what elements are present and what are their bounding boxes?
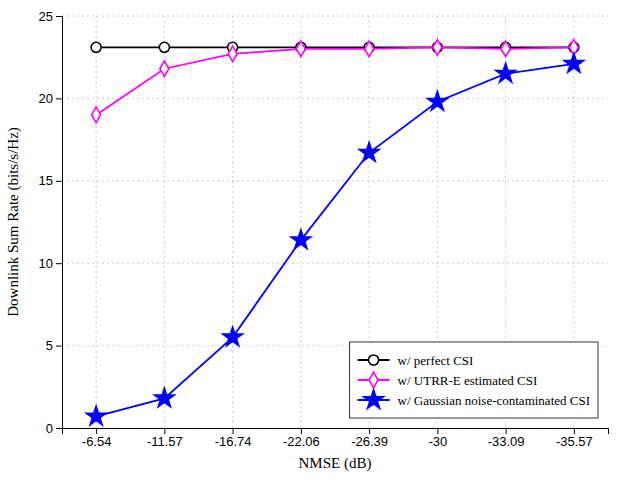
grid-line [300,16,301,428]
point [296,41,305,57]
grid [62,16,608,428]
y-tick: 20 [39,91,62,106]
grid-line [96,16,97,428]
point [428,91,448,110]
grid-line [62,263,608,264]
point [92,107,101,123]
series-line [96,47,574,115]
y-tick: 5 [46,338,62,353]
y-axis-title: Downlink Sum Rate (bits/s/Hz) [5,127,22,317]
tick-label: -11.57 [147,434,183,449]
tick-mark [56,428,62,429]
tick-label: -16.74 [215,434,252,449]
y-tick: 0 [46,421,62,436]
tick-mark [96,428,97,434]
tick-label: -6.54 [82,434,112,449]
tick-label: -33.09 [488,434,525,449]
point [291,230,311,249]
tick-label: 5 [46,338,53,353]
tick-label: 0 [46,421,53,436]
point [365,41,374,57]
y-tick: 25 [39,9,62,24]
grid-line [232,16,233,428]
legend: w/ perfect CSI w/ UTRR-E estimated CSI w/ … [350,342,598,418]
tick-mark [56,346,62,347]
grid-line [62,16,608,17]
legend-entry: w/ UTRR-E estimated CSI [398,373,538,388]
x-tick: -11.57 [147,428,183,449]
x-tick: -16.74 [215,428,252,449]
tick-label: -35.57 [556,434,593,449]
x-tick: -35.57 [556,428,593,449]
tick-mark [506,428,507,434]
tick-label: 25 [39,9,53,24]
grid-line [62,180,608,181]
x-tick: -30 [428,428,447,449]
point [223,327,243,346]
axis-line [56,17,63,429]
axis-line [63,429,609,435]
x-tick: -6.54 [82,428,112,449]
tick-label: 10 [39,256,53,271]
point [501,41,510,57]
legend-symbol [364,390,384,409]
point [359,142,379,161]
tick-mark [56,98,62,99]
plot: -6.54 -11.57 -16.74 -22.06 -26.39 -30 -33.09 -3… [39,9,609,450]
legend-symbol [369,372,378,388]
tick-label: -30 [428,434,447,449]
y-tick: 10 [39,256,62,271]
point [496,63,516,82]
tick-mark [574,428,575,434]
tick-mark [56,263,62,264]
tick-mark [56,181,62,182]
tick-label: 15 [39,173,53,188]
tick-mark [301,428,302,434]
tick-label: -22.06 [283,434,320,449]
point [159,42,169,52]
x-tick: -33.09 [488,428,525,449]
tick-mark [164,428,165,434]
tick-label: 20 [39,91,53,106]
tick-mark [369,428,370,434]
tick-mark [56,16,62,17]
point [564,53,584,72]
grid-line [62,98,608,99]
point [86,406,106,425]
legend-symbol [369,355,379,365]
point [228,46,237,62]
point [160,61,169,77]
x-tick: -26.39 [351,428,388,449]
x-axis: -6.54 -11.57 -16.74 -22.06 -26.39 -30 -33.09 -3… [63,428,609,449]
tick-mark [233,428,234,434]
point [91,42,101,52]
legend-entry: w/ perfect CSI [398,353,474,368]
x-tick: -22.06 [283,428,320,449]
point [433,40,442,56]
y-tick: 15 [39,173,62,188]
point [155,388,175,407]
y-axis: 0 5 10 15 20 25 [39,9,63,436]
legend-frame [350,342,598,418]
x-axis-title: NMSE (dB) [299,455,372,472]
chart: -6.54 -11.57 -16.74 -22.06 -26.39 -30 -33.09 -3… [0,0,626,480]
legend-entry: w/ Gaussian noise-contaminated CSI [398,393,590,408]
tick-mark [437,428,438,434]
tick-label: -26.39 [351,434,388,449]
